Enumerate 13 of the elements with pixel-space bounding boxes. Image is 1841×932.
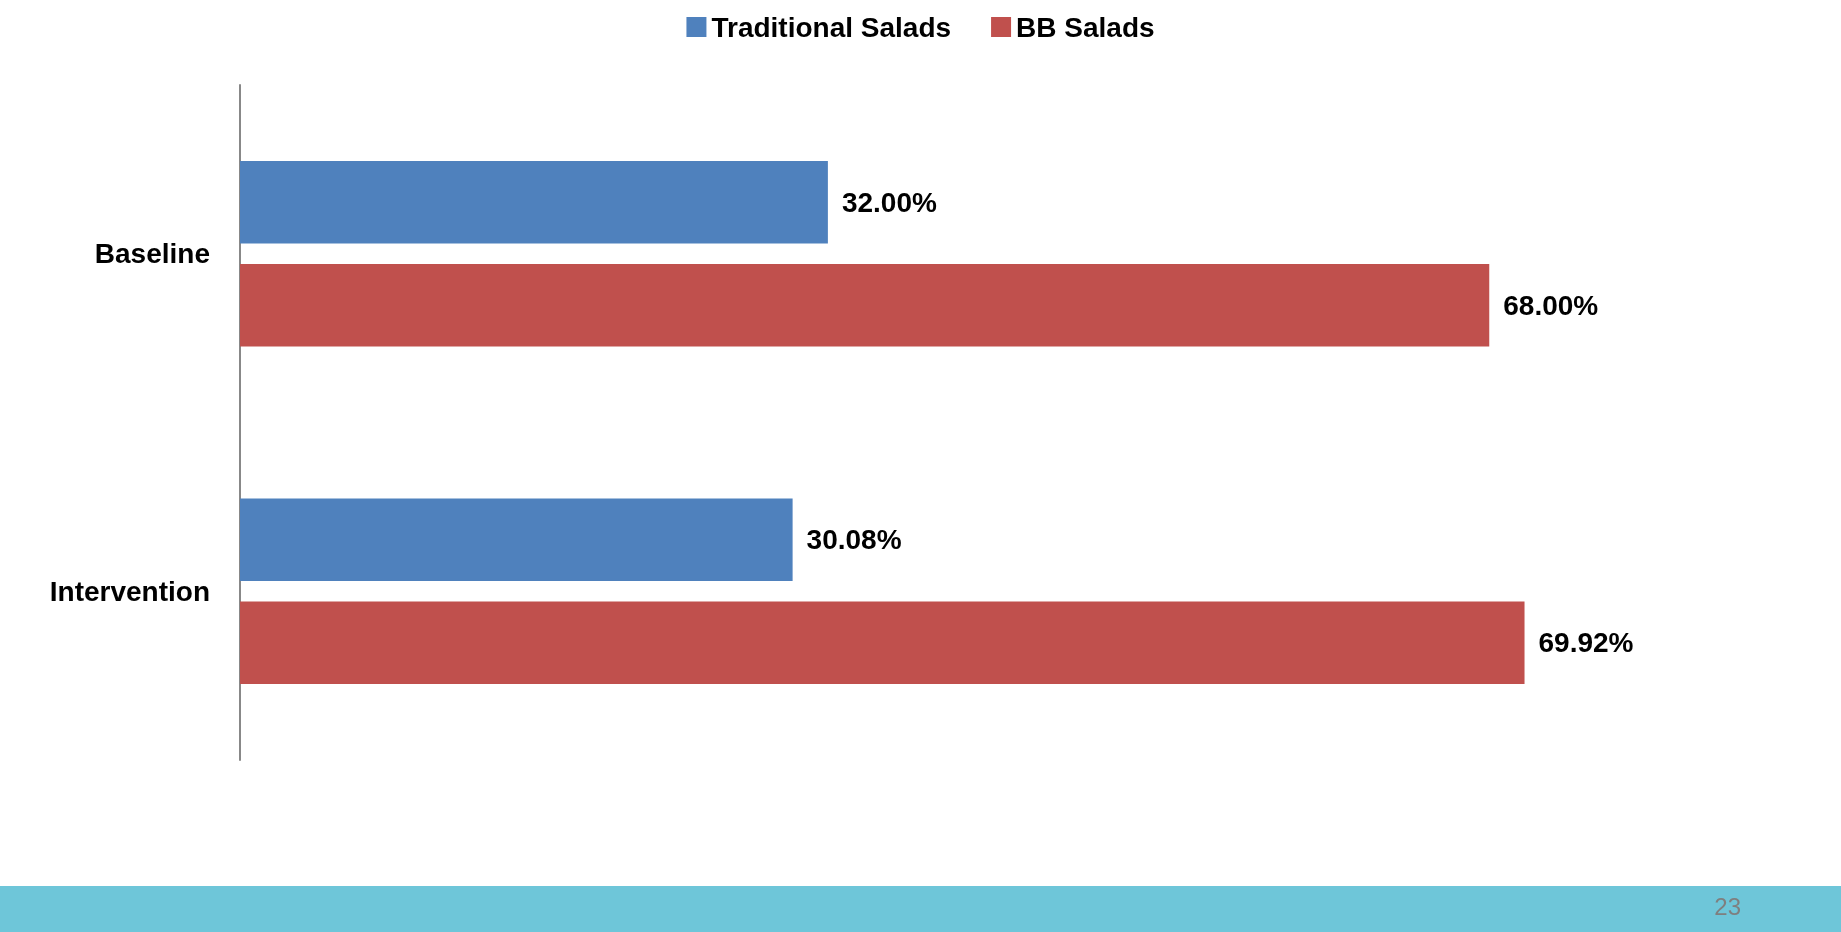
bar (240, 601, 1525, 685)
legend-label: BB Salads (1016, 11, 1155, 43)
bar (240, 498, 793, 581)
bar (240, 264, 1490, 347)
bar (240, 160, 828, 244)
data-label: 68.00% (1503, 289, 1599, 321)
y-tick-label: Baseline (94, 238, 210, 270)
data-label: 30.08% (806, 524, 902, 556)
y-tick-label: Intervention (49, 575, 210, 607)
text: 23 (1714, 893, 1741, 921)
legend-label: Traditional Salads (711, 11, 952, 43)
data-label: 69.92% (1538, 627, 1634, 659)
data-label: 32.00% (841, 186, 937, 218)
